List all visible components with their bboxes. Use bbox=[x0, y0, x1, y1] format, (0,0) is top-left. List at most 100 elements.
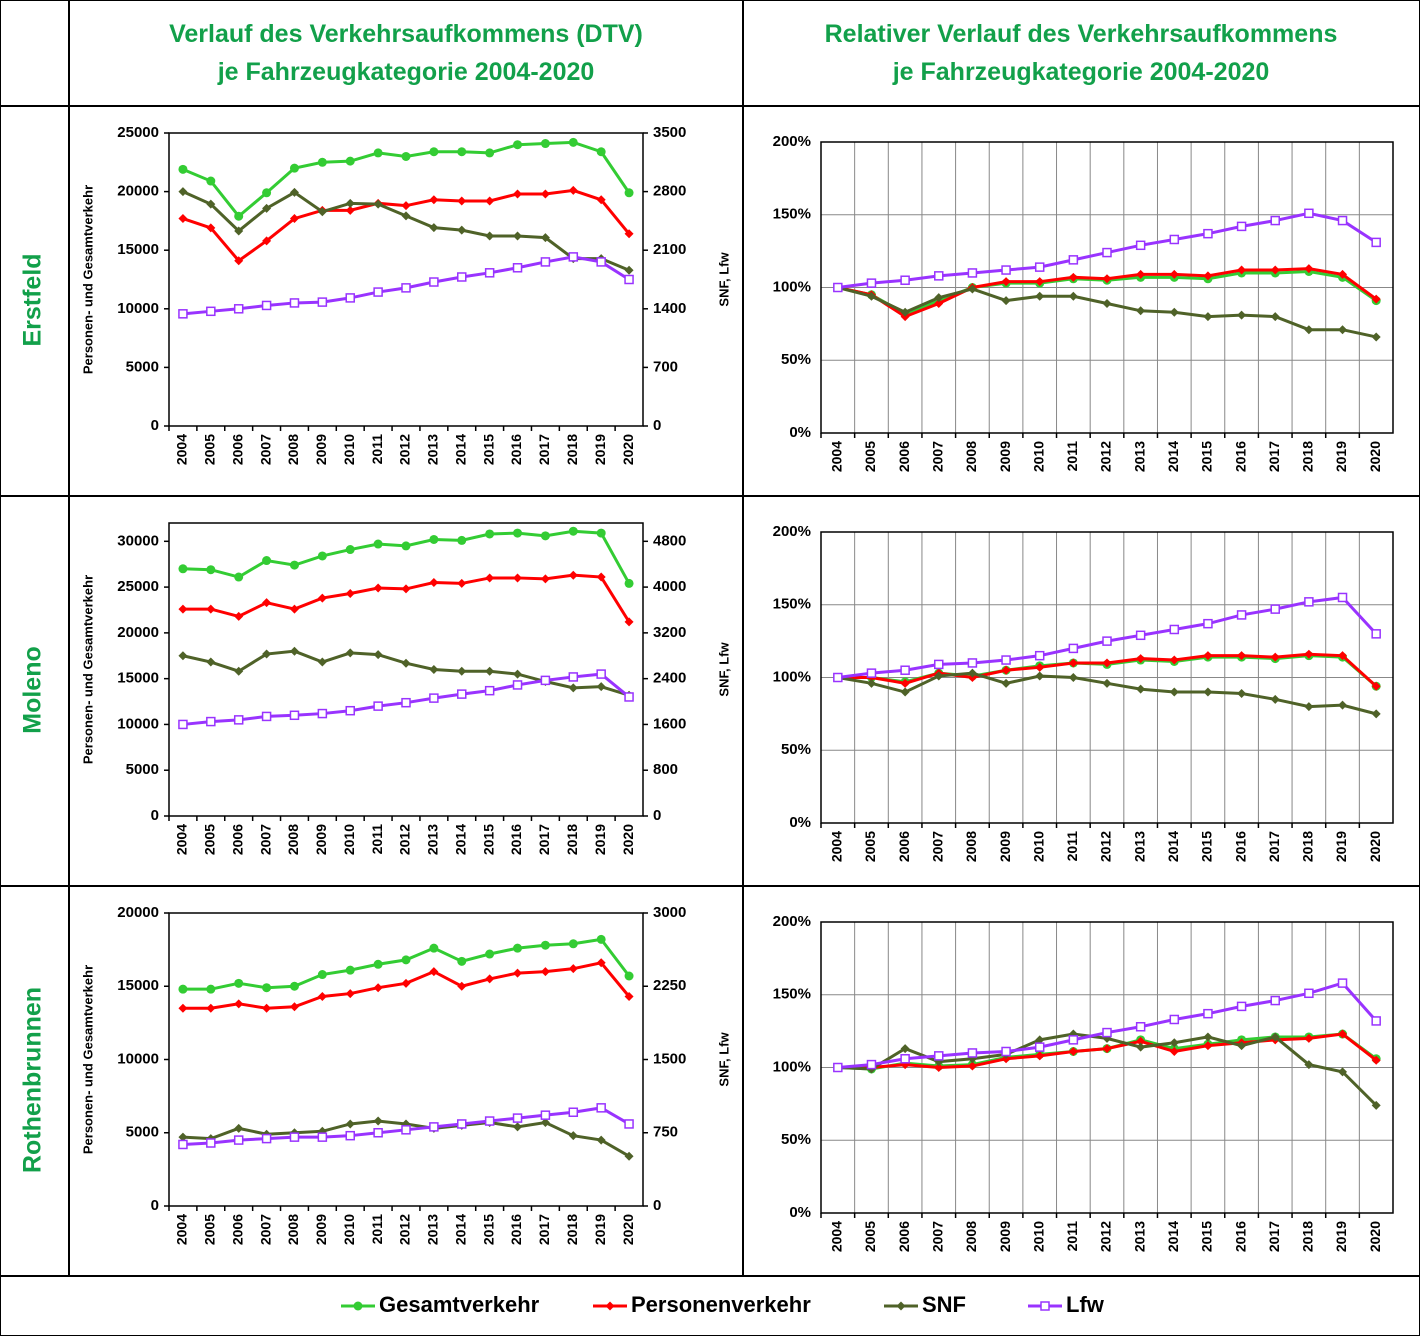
x-tick-label: 2015 bbox=[1199, 441, 1215, 472]
data-point bbox=[345, 1130, 355, 1141]
header-line: je Fahrzeugkategorie 2004-2020 bbox=[217, 58, 595, 86]
series-line bbox=[182, 649, 630, 697]
data-point bbox=[1035, 1051, 1045, 1061]
data-point bbox=[345, 705, 355, 716]
data-point bbox=[1237, 310, 1247, 320]
data-point bbox=[206, 1138, 216, 1148]
data-point bbox=[1135, 240, 1146, 251]
data-point bbox=[401, 584, 411, 594]
x-tick-label: 2015 bbox=[480, 824, 496, 855]
x-tick-label: 2007 bbox=[929, 441, 945, 472]
y-tick-label: 200% bbox=[773, 523, 811, 540]
data-point bbox=[1102, 658, 1112, 668]
data-point bbox=[429, 693, 439, 703]
x-tick-label: 2010 bbox=[1030, 441, 1046, 472]
data-point bbox=[833, 1062, 843, 1073]
header-line: Verlauf des Verkehrsaufkommens (DTV) bbox=[169, 20, 643, 48]
data-point bbox=[1304, 1060, 1314, 1070]
y2-axis-label: SNF, Lfw bbox=[716, 1032, 731, 1087]
data-point bbox=[234, 978, 244, 988]
x-tick-label: 2006 bbox=[229, 434, 245, 465]
data-point bbox=[1338, 700, 1348, 710]
x-tick-label: 2004 bbox=[829, 441, 845, 472]
y2-tick-label: 3500 bbox=[653, 124, 686, 141]
data-point bbox=[373, 983, 383, 993]
plot-frame bbox=[820, 141, 1394, 434]
data-point bbox=[1136, 269, 1146, 279]
data-point bbox=[317, 708, 328, 719]
legend-label: Lfw bbox=[1066, 1292, 1105, 1317]
data-point bbox=[317, 157, 327, 167]
x-tick-label: 2007 bbox=[929, 1221, 945, 1252]
data-point bbox=[373, 650, 383, 660]
chart-cell: 0 5000 10000 15000 20000 25000 0 700 1400 2100 280… bbox=[68, 105, 744, 497]
data-point bbox=[934, 1063, 944, 1072]
data-point bbox=[373, 959, 383, 969]
data-point bbox=[596, 1103, 606, 1113]
data-point bbox=[345, 156, 355, 166]
data-point bbox=[1203, 651, 1213, 661]
data-point bbox=[540, 1110, 551, 1120]
x-tick-label: 2019 bbox=[592, 434, 608, 465]
chart-cell: 0% 50% 100% 150% 200% 2004 2005 2006 2007 2008 200… bbox=[742, 105, 1420, 497]
y2-axis-label: SNF, Lfw bbox=[716, 252, 731, 307]
data-point bbox=[1304, 988, 1314, 999]
data-point bbox=[457, 147, 467, 157]
data-point bbox=[624, 1119, 634, 1129]
x-tick-label: 2008 bbox=[963, 441, 979, 472]
data-point bbox=[1203, 1041, 1213, 1051]
data-point bbox=[512, 1113, 523, 1123]
y2-tick-label: 1500 bbox=[653, 1050, 686, 1067]
data-point bbox=[1304, 597, 1314, 607]
data-point bbox=[457, 225, 467, 235]
data-point bbox=[596, 934, 606, 944]
data-point bbox=[429, 578, 439, 588]
data-point bbox=[596, 1135, 606, 1145]
data-point bbox=[484, 685, 495, 696]
data-point bbox=[1034, 650, 1045, 661]
x-tick-label: 2013 bbox=[1131, 441, 1147, 472]
data-point bbox=[429, 967, 439, 977]
y-tick-label: 15000 bbox=[117, 241, 159, 258]
x-tick-label: 2016 bbox=[508, 434, 524, 465]
data-point bbox=[513, 573, 523, 583]
x-tick-label: 2009 bbox=[313, 1214, 329, 1245]
data-point bbox=[262, 1003, 272, 1013]
data-point bbox=[178, 187, 188, 197]
x-tick-label: 2008 bbox=[285, 824, 301, 855]
x-tick-label: 2015 bbox=[1199, 1221, 1215, 1252]
data-point bbox=[485, 231, 495, 241]
data-point bbox=[900, 307, 910, 317]
y2-tick-label: 2400 bbox=[653, 670, 686, 687]
data-point bbox=[1371, 629, 1381, 639]
data-point bbox=[568, 185, 578, 195]
x-tick-label: 2014 bbox=[1165, 1221, 1181, 1252]
data-point bbox=[429, 277, 439, 287]
x-tick-label: 2016 bbox=[508, 1214, 524, 1245]
y2-tick-label: 750 bbox=[653, 1124, 678, 1141]
row-label-box: Rothenbrunnen bbox=[19, 987, 47, 1173]
data-point bbox=[485, 974, 495, 984]
data-point bbox=[234, 999, 244, 1009]
y2-tick-label: 3200 bbox=[653, 624, 686, 641]
data-point bbox=[596, 257, 606, 267]
data-point bbox=[234, 572, 244, 582]
data-point bbox=[568, 964, 578, 974]
data-point bbox=[289, 298, 300, 308]
data-point bbox=[568, 1107, 579, 1117]
data-point bbox=[373, 583, 383, 593]
data-point bbox=[1237, 651, 1247, 661]
chart: 0% 50% 100% 150% 200% 2004 2005 2006 2007 2008 200… bbox=[773, 913, 1394, 1252]
data-point bbox=[457, 578, 467, 588]
row-header: Moleno bbox=[0, 495, 70, 887]
header-line: je Fahrzeugkategorie 2004-2020 bbox=[892, 58, 1270, 86]
data-point bbox=[234, 226, 244, 236]
data-point bbox=[1304, 264, 1314, 274]
y-tick-label: 15000 bbox=[117, 977, 159, 994]
x-tick-label: 2005 bbox=[862, 831, 878, 862]
x-tick-label: 2017 bbox=[1266, 831, 1282, 862]
data-point bbox=[596, 147, 606, 157]
y2-tick-label: 700 bbox=[653, 358, 678, 375]
data-point bbox=[1001, 296, 1011, 306]
data-point bbox=[345, 989, 355, 999]
